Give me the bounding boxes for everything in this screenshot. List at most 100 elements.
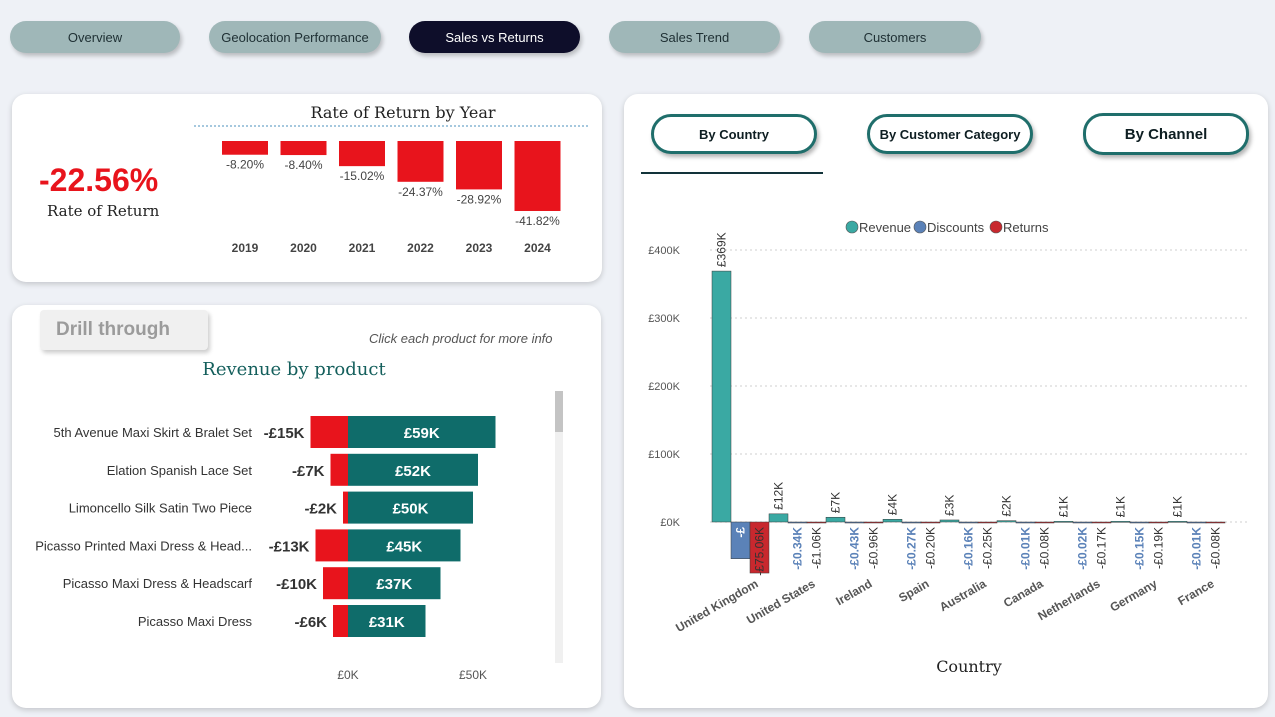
x-tick-label: £50K: [459, 668, 487, 682]
scrollbar-thumb[interactable]: [555, 391, 563, 432]
y-tick-label: £400K: [648, 245, 680, 257]
revenue-bar[interactable]: [1053, 521, 1074, 523]
discounts-value-label: -£0.02K: [1076, 527, 1090, 570]
product-revenue-chart: Revenue by product 5th Avenue Maxi Skirt…: [35, 359, 563, 682]
product-label[interactable]: Picasso Maxi Dress & Headscarf: [63, 576, 253, 591]
returns-bar[interactable]: [343, 491, 348, 524]
x-axis-title: Country: [936, 657, 1002, 676]
chart-title: Revenue by product: [202, 359, 386, 380]
by-customer-category-button[interactable]: By Customer Category: [867, 114, 1033, 154]
year-bar-label: -8.20%: [226, 158, 264, 172]
revenue-value-label: £31K: [369, 614, 405, 631]
revenue-bar[interactable]: [348, 491, 473, 524]
returns-value-label: -£0.17K: [1095, 527, 1109, 569]
revenue-value-label: £52K: [395, 463, 431, 480]
revenue-bar[interactable]: [1167, 521, 1188, 523]
revenue-bar[interactable]: [348, 567, 441, 600]
year-tick-label: 2021: [349, 241, 376, 255]
discounts-value-label: -£0.15K: [1133, 527, 1147, 570]
revenue-bar[interactable]: [348, 453, 478, 486]
returns-bar[interactable]: [310, 416, 349, 448]
revenue-value-label: £59K: [404, 425, 440, 442]
returns-value-label: -£75.06K: [753, 527, 767, 576]
returns-bar[interactable]: [920, 521, 941, 524]
returns-bar[interactable]: [1034, 521, 1055, 524]
legend-label[interactable]: Revenue: [859, 220, 911, 235]
country-chart-card: Revenue Discounts Returns £0K £100K £200K £30…: [624, 94, 1268, 708]
drill-hint: Click each product for more info: [369, 331, 553, 346]
by-channel-button[interactable]: By Channel: [1083, 113, 1249, 155]
year-bar[interactable]: [397, 141, 444, 182]
scrollbar-track[interactable]: [555, 391, 563, 663]
discounts-bar[interactable]: [958, 521, 979, 524]
returns-bar[interactable]: [749, 521, 770, 574]
tab-geolocation-performance[interactable]: Geolocation Performance: [209, 21, 381, 53]
returns-bar[interactable]: [806, 521, 827, 524]
returns-bar[interactable]: [333, 605, 348, 637]
product-label[interactable]: Picasso Maxi Dress: [138, 614, 253, 629]
discounts-value-label: -£0.27K: [905, 527, 919, 570]
discounts-bar[interactable]: [1186, 521, 1207, 524]
revenue-bar[interactable]: [711, 270, 732, 523]
returns-bar[interactable]: [330, 453, 349, 486]
product-label[interactable]: Picasso Printed Maxi Dress & Head...: [35, 538, 252, 553]
discounts-bar[interactable]: [787, 521, 808, 524]
revenue-bar[interactable]: [348, 529, 461, 562]
returns-value-label: -£0.08K: [1038, 527, 1052, 569]
revenue-bar[interactable]: [996, 520, 1017, 523]
legend-marker: [913, 220, 927, 234]
year-tick-label: 2023: [466, 241, 493, 255]
year-bar-label: -15.02%: [340, 169, 385, 183]
year-bar[interactable]: [456, 141, 502, 190]
revenue-value-label: £50K: [393, 501, 429, 518]
year-bar[interactable]: [280, 141, 327, 156]
legend-marker: [989, 220, 1003, 234]
returns-bar[interactable]: [1091, 521, 1112, 524]
discounts-bar[interactable]: [844, 521, 865, 524]
tab-customers[interactable]: Customers: [809, 21, 981, 53]
revenue-bar[interactable]: [1110, 521, 1131, 523]
legend-marker: [845, 220, 859, 234]
revenue-bar[interactable]: [825, 516, 846, 523]
year-bar-label: -8.40%: [284, 158, 322, 172]
returns-bar[interactable]: [1205, 521, 1226, 524]
tab-overview[interactable]: Overview: [10, 21, 180, 53]
revenue-bar[interactable]: [348, 605, 426, 637]
revenue-bar[interactable]: [768, 513, 789, 523]
country-tick-label: Canada: [1001, 576, 1046, 610]
discounts-value-label: -£0.34K: [791, 527, 805, 570]
returns-value-label: -£7K: [292, 463, 325, 480]
revenue-value-label: £1K: [1057, 496, 1071, 517]
legend-label[interactable]: Discounts: [927, 220, 985, 235]
discounts-value-label: -£: [734, 527, 748, 538]
country-tick-label: Ireland: [833, 576, 874, 608]
revenue-bar[interactable]: [348, 416, 496, 448]
revenue-bar[interactable]: [882, 519, 903, 523]
legend-label[interactable]: Returns: [1003, 220, 1049, 235]
returns-bar[interactable]: [977, 521, 998, 524]
product-label[interactable]: 5th Avenue Maxi Skirt & Bralet Set: [54, 425, 253, 440]
year-bar[interactable]: [514, 141, 561, 211]
returns-bar[interactable]: [863, 521, 884, 524]
discounts-bar[interactable]: [1072, 521, 1093, 524]
revenue-value-label: £2K: [1000, 495, 1014, 516]
y-tick-label: £200K: [648, 381, 680, 393]
product-label[interactable]: Limoncello Silk Satin Two Piece: [69, 501, 252, 516]
discounts-bar[interactable]: [901, 521, 922, 524]
drill-through-button[interactable]: Drill through: [40, 310, 208, 350]
returns-bar[interactable]: [1148, 521, 1169, 524]
discounts-bar[interactable]: [1015, 521, 1036, 524]
tab-sales-trend[interactable]: Sales Trend: [609, 21, 780, 53]
returns-bar[interactable]: [323, 567, 348, 600]
discounts-bar[interactable]: [1129, 521, 1150, 524]
revenue-value-label: £1K: [1171, 496, 1185, 517]
year-bar[interactable]: [339, 141, 385, 167]
year-bar[interactable]: [222, 141, 268, 155]
tab-sales-vs-returns[interactable]: Sales vs Returns: [409, 21, 580, 53]
discounts-value-label: -£0.01K: [1190, 527, 1204, 570]
returns-bar[interactable]: [315, 529, 349, 562]
product-label[interactable]: Elation Spanish Lace Set: [107, 463, 253, 478]
revenue-bar[interactable]: [939, 519, 960, 523]
returns-value-label: -£0.08K: [1209, 527, 1223, 569]
by-country-button[interactable]: By Country: [651, 114, 817, 154]
